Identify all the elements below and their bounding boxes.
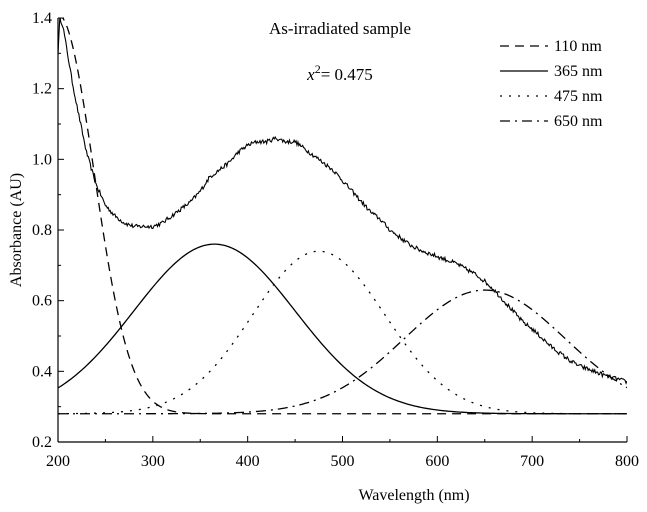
fit-statistic: x2= 0.475 <box>306 62 373 84</box>
x-tick-label: 200 <box>46 453 70 470</box>
series-line-650-nm <box>58 289 627 415</box>
series-line-365-nm <box>58 243 627 415</box>
fit-exponent: 2 <box>315 62 321 76</box>
legend-label: 475 nm <box>554 88 603 105</box>
fit-symbol: x <box>306 65 315 84</box>
ticks: 200 300 400 500 600 700 800 0.2 0.4 0.6 0.8 1.0 1.2 1… <box>32 10 639 470</box>
y-tick-label: 1.2 <box>32 81 52 98</box>
plot-area <box>58 18 627 415</box>
y-tick-label: 0.8 <box>32 222 52 239</box>
legend: 110 nm 365 nm 475 nm 650 nm <box>500 38 603 130</box>
legend-label: 365 nm <box>554 63 603 80</box>
y-tick-label: 1.4 <box>32 10 52 27</box>
x-tick-label: 400 <box>236 453 260 470</box>
x-tick-label: 700 <box>520 453 544 470</box>
legend-label: 650 nm <box>554 113 603 130</box>
y-tick-label: 0.4 <box>32 363 52 380</box>
x-axis-label: Wavelength (nm) <box>358 487 469 504</box>
series-line-475-nm <box>58 250 627 415</box>
x-tick-label: 600 <box>425 453 449 470</box>
x-tick-label: 300 <box>141 453 165 470</box>
x-tick-label: 800 <box>615 453 639 470</box>
y-tick-label: 0.2 <box>32 434 52 451</box>
fit-value: = 0.475 <box>321 65 373 84</box>
x-tick-label: 500 <box>331 453 355 470</box>
chart-annotation-title: As-irradiated sample <box>269 19 411 38</box>
y-axis-label: Absorbance (AU) <box>8 173 25 287</box>
y-tick-label: 0.6 <box>32 293 52 310</box>
legend-label: 110 nm <box>554 38 602 55</box>
y-tick-label: 1.0 <box>32 151 52 168</box>
measured-spectrum-line <box>58 18 627 385</box>
